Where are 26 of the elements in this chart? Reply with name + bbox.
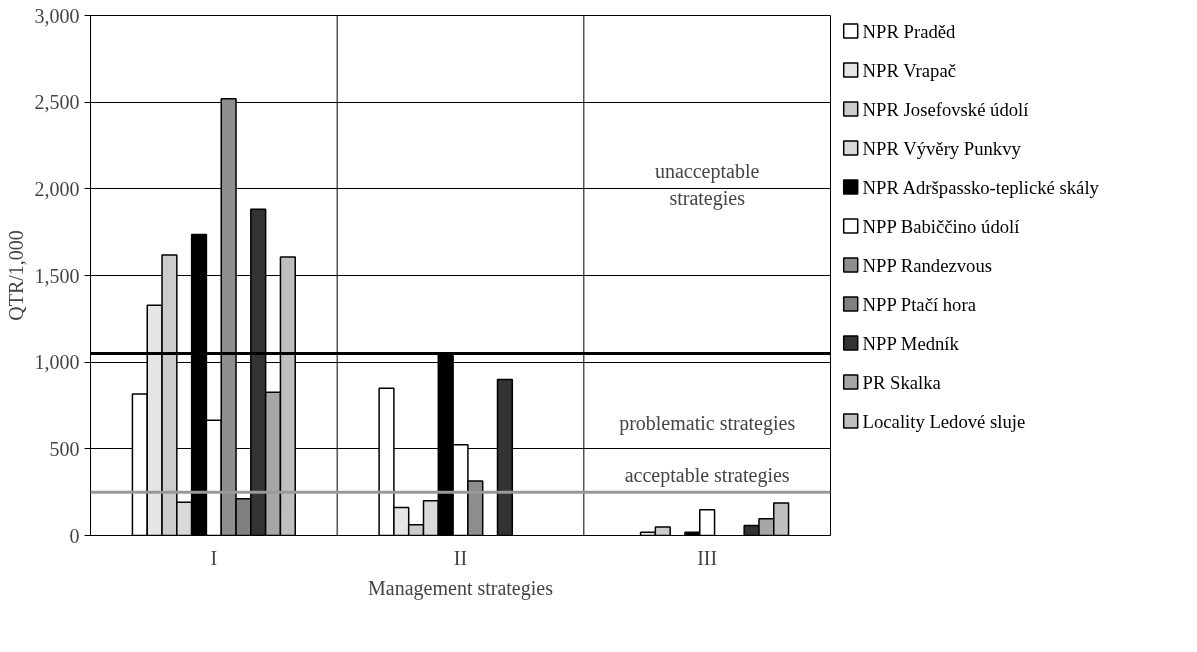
y-tick-label: 1,000	[34, 351, 80, 374]
annotation: unacceptable strategies	[654, 160, 760, 210]
legend-label: NPP Randezvous	[862, 254, 992, 276]
legend-label: NPR Vrapač	[862, 59, 956, 81]
x-tick-label: II	[453, 546, 468, 569]
legend-label: NPP Babiččino údolí	[862, 215, 1020, 237]
x-tick-label: III	[697, 546, 718, 569]
y-tick-label: 1,500	[34, 264, 80, 287]
legend-label: NPP Ptačí hora	[862, 293, 977, 315]
y-tick-label: 500	[49, 437, 80, 460]
x-tick-label: I	[210, 546, 218, 569]
y-tick-label: 2,000	[34, 177, 80, 200]
legend-label: NPP Medník	[862, 332, 960, 354]
x-axis-title: Management strategies	[368, 576, 554, 600]
legend-label: NPR Vývěry Punkvy	[862, 137, 1022, 159]
y-tick-label: 2,500	[34, 91, 80, 114]
y-tick-label: 3,000	[34, 4, 80, 27]
legend-label: NPR Praděd	[862, 20, 957, 42]
y-tick-label: 0	[69, 524, 80, 547]
legend-label: Locality Ledové sluje	[862, 410, 1026, 432]
legend-label: NPR Adršpassko-teplické skály	[862, 176, 1100, 198]
legend-label: PR Skalka	[862, 371, 942, 393]
legend-label: NPR Josefovské údolí	[862, 98, 1029, 120]
y-axis-title: QTR/1,000	[4, 230, 27, 321]
annotation: problematic strategies	[619, 411, 796, 435]
annotation: acceptable strategies	[624, 463, 790, 487]
